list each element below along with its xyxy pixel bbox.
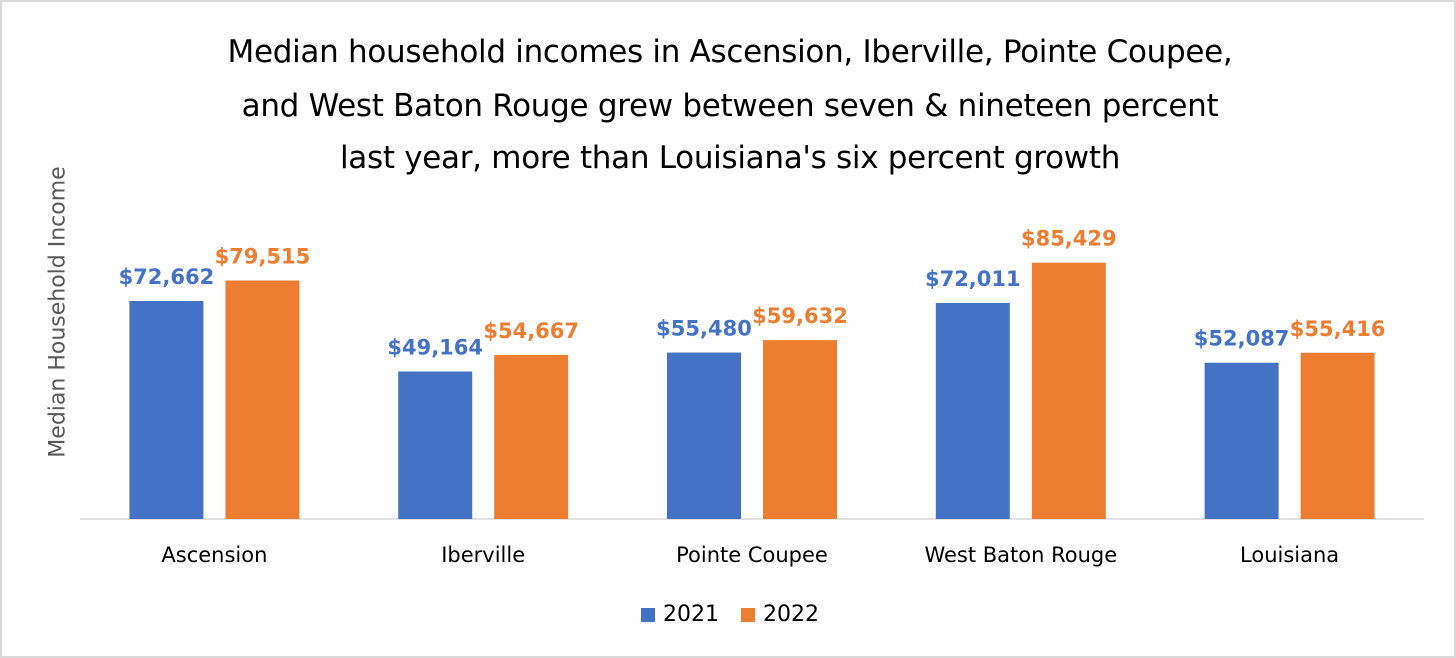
bar-2022-louisiana xyxy=(1300,352,1375,519)
x-tick-label-louisiana: Louisiana xyxy=(1240,543,1339,567)
bar-2021-pointe-coupee xyxy=(667,352,741,519)
bar-2022-pointe-coupee xyxy=(763,340,837,519)
data-label-2021-west-baton-rouge: $72,011 xyxy=(925,267,1021,291)
bar-2021-west-baton-rouge xyxy=(935,302,1010,519)
chart-title-line-1: Median household incomes in Ascension, I… xyxy=(227,34,1233,70)
chart-title-line-3: last year, more than Louisiana's six per… xyxy=(339,140,1121,176)
data-label-2021-ascension: $72,662 xyxy=(119,265,215,289)
x-tick-label-west-baton-rouge: West Baton Rouge xyxy=(924,543,1117,567)
data-label-2022-ascension: $79,515 xyxy=(215,244,311,268)
x-tick-label-pointe-coupee: Pointe Coupee xyxy=(676,543,828,567)
data-label-2022-iberville: $54,667 xyxy=(483,319,579,343)
chart-title-line-2: and West Baton Rouge grew between seven … xyxy=(241,88,1219,124)
legend-label-2022: 2022 xyxy=(763,602,819,627)
bar-2021-louisiana xyxy=(1204,362,1279,519)
bar-2021-iberville xyxy=(398,371,473,519)
legend-item-2021: 2021 xyxy=(641,602,719,627)
data-label-2021-pointe-coupee: $55,480 xyxy=(656,317,752,341)
data-label-2022-louisiana: $55,416 xyxy=(1290,317,1386,341)
legend-item-2022: 2022 xyxy=(741,602,819,627)
bar-2022-ascension xyxy=(225,280,300,519)
x-tick-label-iberville: Iberville xyxy=(441,543,525,567)
legend-swatch-2021 xyxy=(641,607,655,622)
x-tick-label-ascension: Ascension xyxy=(161,543,267,567)
legend-swatch-2022 xyxy=(741,607,755,622)
data-label-2021-iberville: $49,164 xyxy=(387,336,483,360)
bar-2022-west-baton-rouge xyxy=(1031,262,1106,519)
data-label-2022-pointe-coupee: $59,632 xyxy=(752,304,848,328)
legend-label-2021: 2021 xyxy=(663,602,719,627)
data-label-2021-louisiana: $52,087 xyxy=(1194,327,1290,351)
chart-legend: 2021 2022 xyxy=(2,602,1456,627)
data-label-2022-west-baton-rouge: $85,429 xyxy=(1021,227,1117,251)
bar-2021-ascension xyxy=(129,301,204,519)
bar-2022-iberville xyxy=(494,354,569,519)
